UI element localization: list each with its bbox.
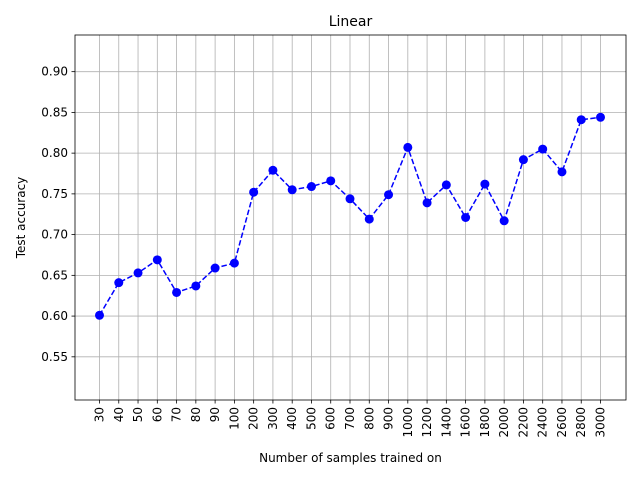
data-point: [229, 258, 239, 268]
y-tick-label: 0.75: [41, 187, 68, 201]
x-tick-label: 500: [304, 407, 318, 430]
data-point: [576, 115, 586, 125]
data-point: [596, 112, 605, 122]
x-tick-label: 300: [266, 407, 280, 430]
data-point: [133, 268, 143, 278]
chart-title: Linear: [329, 14, 373, 30]
x-tick-label: 1600: [459, 407, 473, 438]
data-point: [403, 142, 413, 152]
x-tick-label: 2200: [516, 407, 530, 438]
data-series: [95, 112, 605, 320]
y-tick-label: 0.70: [41, 228, 68, 242]
x-axis-label: Number of samples trained on: [259, 451, 442, 465]
data-point: [345, 194, 355, 204]
x-tick-label: 400: [285, 407, 299, 430]
data-point: [461, 213, 471, 222]
data-point: [422, 198, 432, 208]
x-tick-label: 2800: [574, 407, 588, 438]
data-point: [557, 167, 567, 177]
data-point: [287, 185, 297, 195]
x-axis-ticks: 30 40 50 60 70 80 90 100 200 300 400 500 600 700 800 90…: [93, 400, 608, 438]
data-point: [95, 310, 104, 320]
data-point: [538, 144, 548, 154]
x-tick-label: 2400: [536, 407, 550, 438]
x-tick-label: 800: [362, 407, 376, 430]
x-tick-label: 900: [382, 407, 396, 430]
data-point: [518, 155, 528, 165]
data-point: [114, 278, 124, 288]
data-point: [364, 214, 374, 224]
data-point: [172, 287, 182, 297]
x-tick-label: 100: [227, 407, 241, 430]
data-point: [268, 165, 278, 175]
y-tick-label: 0.55: [41, 350, 68, 364]
y-axis-label: Test accuracy: [14, 177, 28, 260]
data-point: [326, 176, 336, 186]
data-point: [306, 182, 316, 192]
x-tick-label: 200: [247, 407, 261, 430]
data-point: [152, 255, 162, 265]
grid-lines: [75, 35, 626, 400]
y-tick-label: 0.60: [41, 309, 68, 323]
x-tick-label: 600: [324, 407, 338, 430]
x-tick-label: 700: [343, 407, 357, 430]
x-tick-label: 70: [170, 407, 184, 422]
x-tick-label: 2000: [497, 407, 511, 438]
y-tick-label: 0.80: [41, 146, 68, 160]
x-tick-label: 60: [150, 407, 164, 422]
data-point: [191, 281, 201, 291]
data-point: [499, 216, 509, 226]
data-point: [441, 180, 451, 190]
x-tick-label: 3000: [594, 407, 608, 438]
x-tick-label: 30: [93, 407, 107, 422]
x-tick-label: 90: [208, 407, 222, 422]
data-point: [210, 263, 220, 273]
x-tick-label: 1000: [401, 407, 415, 438]
x-tick-label: 1800: [478, 407, 492, 438]
y-axis-ticks: 0.55 0.60 0.65 0.70 0.75 0.80 0.85 0.90: [41, 65, 75, 364]
x-tick-label: 1200: [420, 407, 434, 438]
data-point: [249, 187, 259, 197]
x-tick-label: 1400: [439, 407, 453, 438]
y-tick-label: 0.85: [41, 105, 68, 119]
x-tick-label: 2600: [555, 407, 569, 438]
data-point: [480, 179, 490, 189]
x-tick-label: 80: [189, 407, 203, 422]
x-tick-label: 50: [131, 407, 145, 422]
y-tick-label: 0.90: [41, 65, 68, 79]
data-point: [384, 190, 394, 200]
plot-frame: [74, 34, 627, 401]
x-tick-label: 40: [112, 407, 126, 422]
y-tick-label: 0.65: [41, 268, 68, 282]
